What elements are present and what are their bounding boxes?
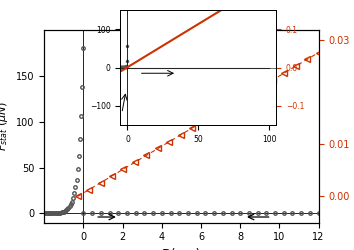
X-axis label: D(nm): D(nm) bbox=[162, 248, 201, 250]
Y-axis label: $F_{stat}\ (\mu N)$: $F_{stat}\ (\mu N)$ bbox=[0, 101, 11, 152]
